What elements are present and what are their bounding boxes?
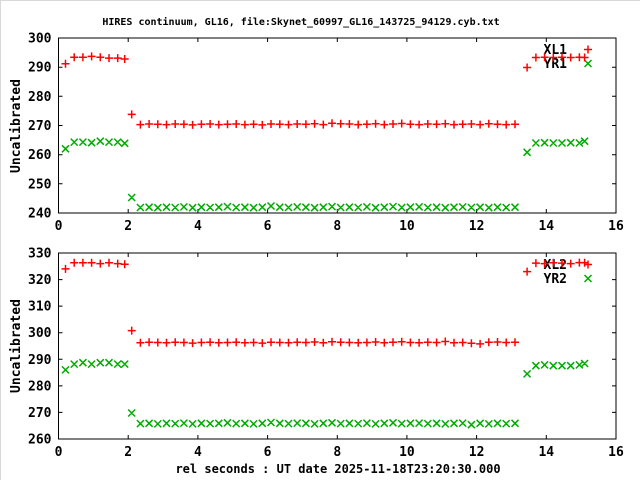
legend-label-xl1: XL1 — [544, 43, 568, 58]
plot-border — [58, 37, 617, 214]
plot-border — [58, 252, 617, 440]
x-axis-label: rel seconds : UT date 2025-11-18T23:20:3… — [175, 462, 501, 476]
legend-label-yr2: YR2 — [544, 272, 567, 287]
x-tick-label: 12 — [469, 445, 485, 460]
y-tick-label: 240 — [28, 207, 52, 222]
legend-label-yr1: YR1 — [544, 57, 568, 72]
x-tick-label: 0 — [55, 445, 63, 460]
legend-marker-yr2 — [583, 274, 593, 283]
y-tick-label: 300 — [28, 32, 52, 47]
x-tick-label: 16 — [608, 445, 624, 460]
x-tick-label: 8 — [333, 445, 341, 460]
y-tick-label: 290 — [28, 61, 52, 76]
legend-marker-xl1 — [584, 45, 592, 54]
x-tick-label: 4 — [194, 445, 202, 460]
x-tick-label: 0 — [55, 219, 63, 234]
x-tick-label: 12 — [469, 219, 485, 234]
y-tick-label: 310 — [28, 300, 52, 315]
y-tick-label: 320 — [28, 273, 52, 288]
series-yr2-points — [61, 358, 589, 429]
x-tick-label: 8 — [333, 219, 341, 234]
axis-ticks — [58, 252, 617, 440]
chart-title: HIRES continuum, GL16, file:Skynet_60997… — [102, 17, 500, 28]
x-tick-label: 2 — [124, 445, 132, 460]
x-tick-label: 10 — [399, 219, 415, 234]
y-tick-label: 300 — [28, 326, 52, 341]
y-tick-label: 280 — [28, 90, 52, 105]
y-tick-label: 290 — [28, 353, 52, 368]
y-tick-label: 260 — [28, 433, 52, 448]
series-xl1-points — [61, 52, 589, 129]
y-tick-label: 270 — [28, 406, 52, 421]
x-tick-label: 2 — [124, 219, 132, 234]
y-tick-label: 260 — [28, 148, 52, 163]
x-tick-label: 4 — [194, 219, 202, 234]
y-tick-label: 270 — [28, 119, 52, 134]
y-tick-label: 330 — [28, 247, 52, 262]
series-xl2-points — [61, 258, 589, 348]
x-tick-label: 14 — [538, 219, 554, 234]
x-tick-label: 6 — [264, 219, 272, 234]
axis-ticks — [58, 37, 617, 214]
x-tick-label: 16 — [608, 219, 624, 234]
x-tick-label: 14 — [538, 445, 554, 460]
x-tick-label: 6 — [264, 445, 272, 460]
series-yr1-points — [61, 137, 589, 212]
y-tick-label: 250 — [28, 177, 52, 192]
legend-label-xl2: XL2 — [544, 258, 567, 273]
legend-marker-yr1 — [583, 59, 593, 68]
y-tick-label: 280 — [28, 379, 52, 394]
x-tick-label: 10 — [399, 445, 415, 460]
